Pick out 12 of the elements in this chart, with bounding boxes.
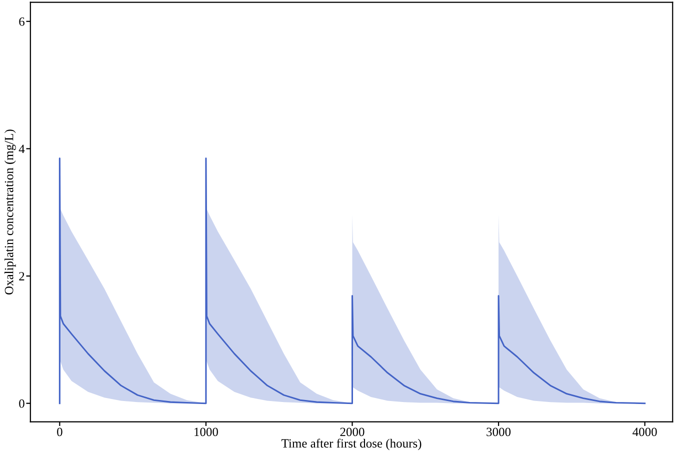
y-axis-title: Oxaliplatin concentration (mg/L) — [4, 130, 16, 294]
y-tick-label: 2 — [19, 272, 24, 280]
x-tick-label: 2000 — [340, 428, 364, 436]
x-tick-label: 1000 — [194, 428, 218, 436]
x-tick-label: 0 — [57, 428, 62, 436]
y-tick-label: 6 — [19, 17, 24, 26]
line-series — [58, 157, 646, 404]
x-tick-label: 3000 — [486, 428, 511, 436]
x-axis-title: Time after first dose (hours) — [282, 438, 422, 450]
y-tick-label: 0 — [19, 399, 24, 408]
x-tick-label: 4000 — [632, 428, 657, 436]
y-tick-label: 4 — [18, 144, 25, 154]
